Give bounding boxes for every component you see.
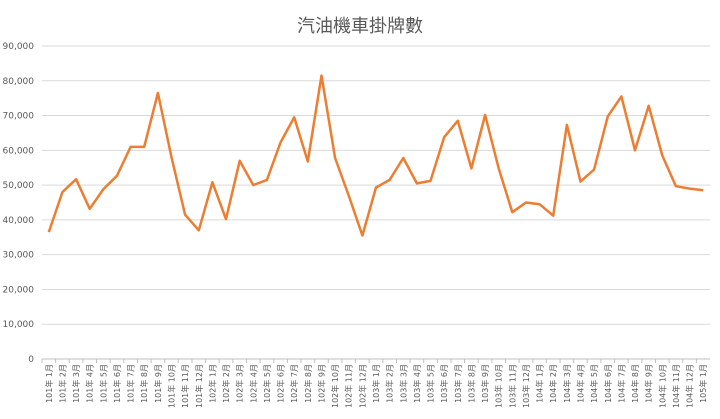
x-tick-label: 104年 8月: [630, 364, 640, 403]
x-tick-label: 104年 9月: [644, 364, 654, 403]
x-tick-label: 102年 5月: [262, 364, 272, 403]
x-tick-label: 101年 6月: [112, 364, 122, 403]
x-tick-label: 101年 9月: [153, 364, 163, 403]
x-tick-label: 104年 1月: [535, 364, 545, 403]
x-tick-label: 102年 8月: [303, 364, 313, 403]
x-tick-label: 101年 12月: [194, 364, 204, 408]
x-tick-label: 102年 11月: [344, 364, 354, 408]
x-tick-label: 103年 1月: [371, 364, 381, 403]
y-tick-label: 30,000: [3, 251, 35, 261]
y-tick-label: 20,000: [3, 285, 35, 295]
x-tick-label: 102年 7月: [289, 364, 299, 403]
x-tick-label: 102年 10月: [330, 364, 340, 408]
x-tick-label: 101年 5月: [98, 364, 108, 403]
x-tick-label: 103年 3月: [398, 364, 408, 403]
x-tick-label: 102年 6月: [276, 364, 286, 403]
x-tick-label: 101年 11月: [180, 364, 190, 408]
x-tick-label: 104年 10月: [657, 364, 667, 408]
x-tick-label: 101年 10月: [167, 364, 177, 408]
x-tick-label: 101年 3月: [71, 364, 81, 403]
x-tick-label: 103年 12月: [521, 364, 531, 408]
x-tick-label: 101年 8月: [139, 364, 149, 403]
x-tick-label: 103年 6月: [439, 364, 449, 403]
y-tick-label: 50,000: [3, 181, 35, 191]
x-tick-label: 103年 7月: [453, 364, 463, 403]
x-tick-label: 102年 12月: [357, 364, 367, 408]
x-tick-label: 104年 4月: [575, 364, 585, 403]
y-tick-label: 80,000: [3, 77, 35, 87]
x-tick-label: 104年 11月: [671, 364, 681, 408]
x-tick-label: 101年 2月: [57, 364, 67, 403]
x-tick-label: 102年 2月: [221, 364, 231, 403]
series-line: [47, 74, 704, 237]
x-tick-label: 102年 9月: [316, 364, 326, 403]
chart-title: 汽油機車掛牌數: [297, 16, 423, 37]
x-tick-label: 103年 2月: [385, 364, 395, 403]
x-tick-label: 105年 1月: [698, 364, 708, 403]
x-tick-label: 101年 7月: [126, 364, 136, 403]
x-tick-label: 104年 2月: [548, 364, 558, 403]
y-tick-label: 10,000: [3, 320, 35, 330]
x-tick-label: 104年 12月: [685, 364, 695, 408]
x-tick-label: 103年 8月: [466, 364, 476, 403]
x-tick-label: 103年 4月: [412, 364, 422, 403]
x-tick-label: 102年 4月: [248, 364, 258, 403]
x-tick-label: 104年 3月: [562, 364, 572, 403]
x-tick-label: 103年 5月: [426, 364, 436, 403]
x-tick-label: 101年 1月: [44, 364, 54, 403]
x-tick-label: 104年 7月: [616, 364, 626, 403]
y-tick-label: 70,000: [3, 112, 35, 122]
y-tick-label: 90,000: [3, 42, 35, 52]
x-tick-label: 104年 5月: [589, 364, 599, 403]
y-tick-label: 0: [28, 355, 34, 365]
x-tick-label: 102年 1月: [207, 364, 217, 403]
x-tick-label: 103年 11月: [507, 364, 517, 408]
x-tick-label: 102年 3月: [235, 364, 245, 403]
x-tick-label: 103年 10月: [494, 364, 504, 408]
x-tick-label: 101年 4月: [85, 364, 95, 403]
y-tick-label: 40,000: [3, 216, 35, 226]
x-tick-label: 104年 6月: [603, 364, 613, 403]
y-tick-label: 60,000: [3, 146, 35, 156]
x-tick-label: 103年 9月: [480, 364, 490, 403]
